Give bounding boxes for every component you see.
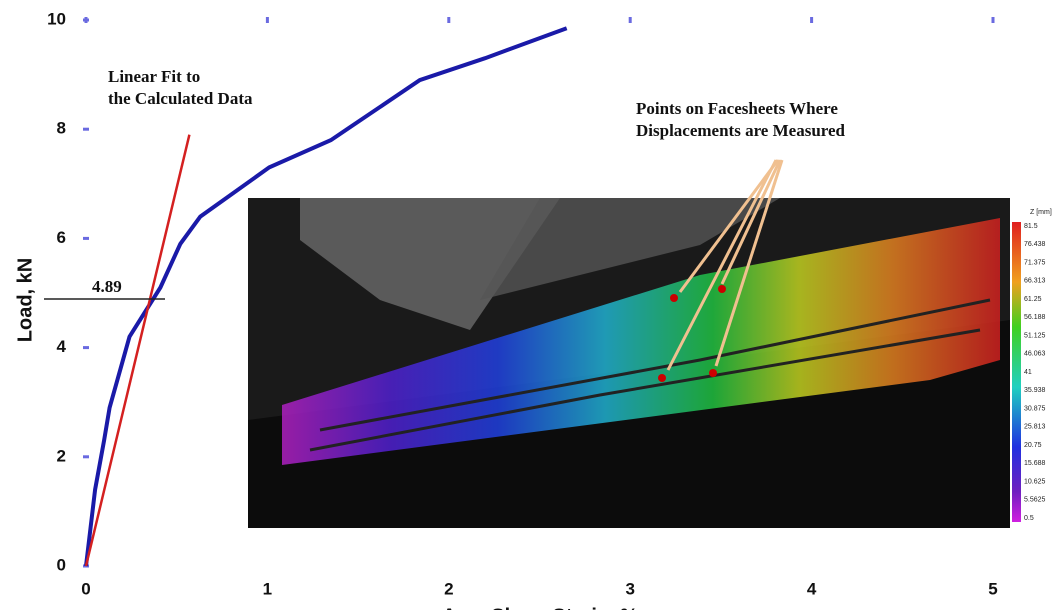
chart: 0 2 4 6 8 10 0 1 2 3 4 5 Aver Shear Strain, % Load, k… [0,0,1056,610]
annotation-line: Linear Fit to [108,67,200,86]
x-tick-label: 4 [807,579,817,598]
y-tick-label: 0 [57,555,66,574]
colorbar-label: 25.813 [1024,424,1046,431]
data-line [86,135,189,566]
y-axis-label: Load, kN [14,258,36,342]
x-tick-label: 3 [625,579,634,598]
colorbar-label: 76.438 [1024,241,1046,248]
colorbar-label: 30.875 [1024,405,1046,412]
colorbar-label: 51.125 [1024,332,1046,339]
colorbar-label: 15.688 [1024,460,1046,467]
colorbar-label: 61.25 [1024,296,1042,303]
y-tick-label: 6 [57,228,66,247]
annotation: Linear Fit to the Calculated Data [108,67,253,108]
annotation-line: Displacements are Measured [636,121,846,140]
x-axis-label: Aver Shear Strain, % [442,605,638,610]
colorbar-label: 71.375 [1024,259,1046,266]
inset-image [248,160,1021,528]
y-tick-label: 8 [57,119,66,138]
x-tick-label: 5 [988,579,997,598]
colorbar-label: 66.313 [1024,278,1046,285]
colorbar-label: 41 [1024,369,1032,376]
colorbar-label: 20.75 [1024,442,1042,449]
x-tick-label: 2 [444,579,453,598]
colorbar-title: Z [mm] [1030,209,1052,216]
y-tick-label: 10 [47,9,66,28]
marker-label: 4.89 [92,277,122,296]
colorbar-label: 10.625 [1024,478,1046,485]
annotation-line: the Calculated Data [108,89,253,108]
colorbar-label: 81.5 [1024,223,1038,230]
colorbar-label: 0.5 [1024,515,1034,522]
colorbar-label: 35.938 [1024,387,1046,394]
colorbar-label: 5.5625 [1024,497,1046,504]
annotation-line: Points on Facesheets Where [636,99,838,118]
colorbar-label: 56.188 [1024,314,1046,321]
x-tick-label: 1 [263,579,272,598]
annotation: Points on Facesheets Where Displacements … [636,99,846,140]
x-tick-label: 0 [81,579,90,598]
y-tick-label: 4 [57,337,67,356]
colorbar-label: 46.063 [1024,351,1046,358]
y-tick-label: 2 [57,446,66,465]
